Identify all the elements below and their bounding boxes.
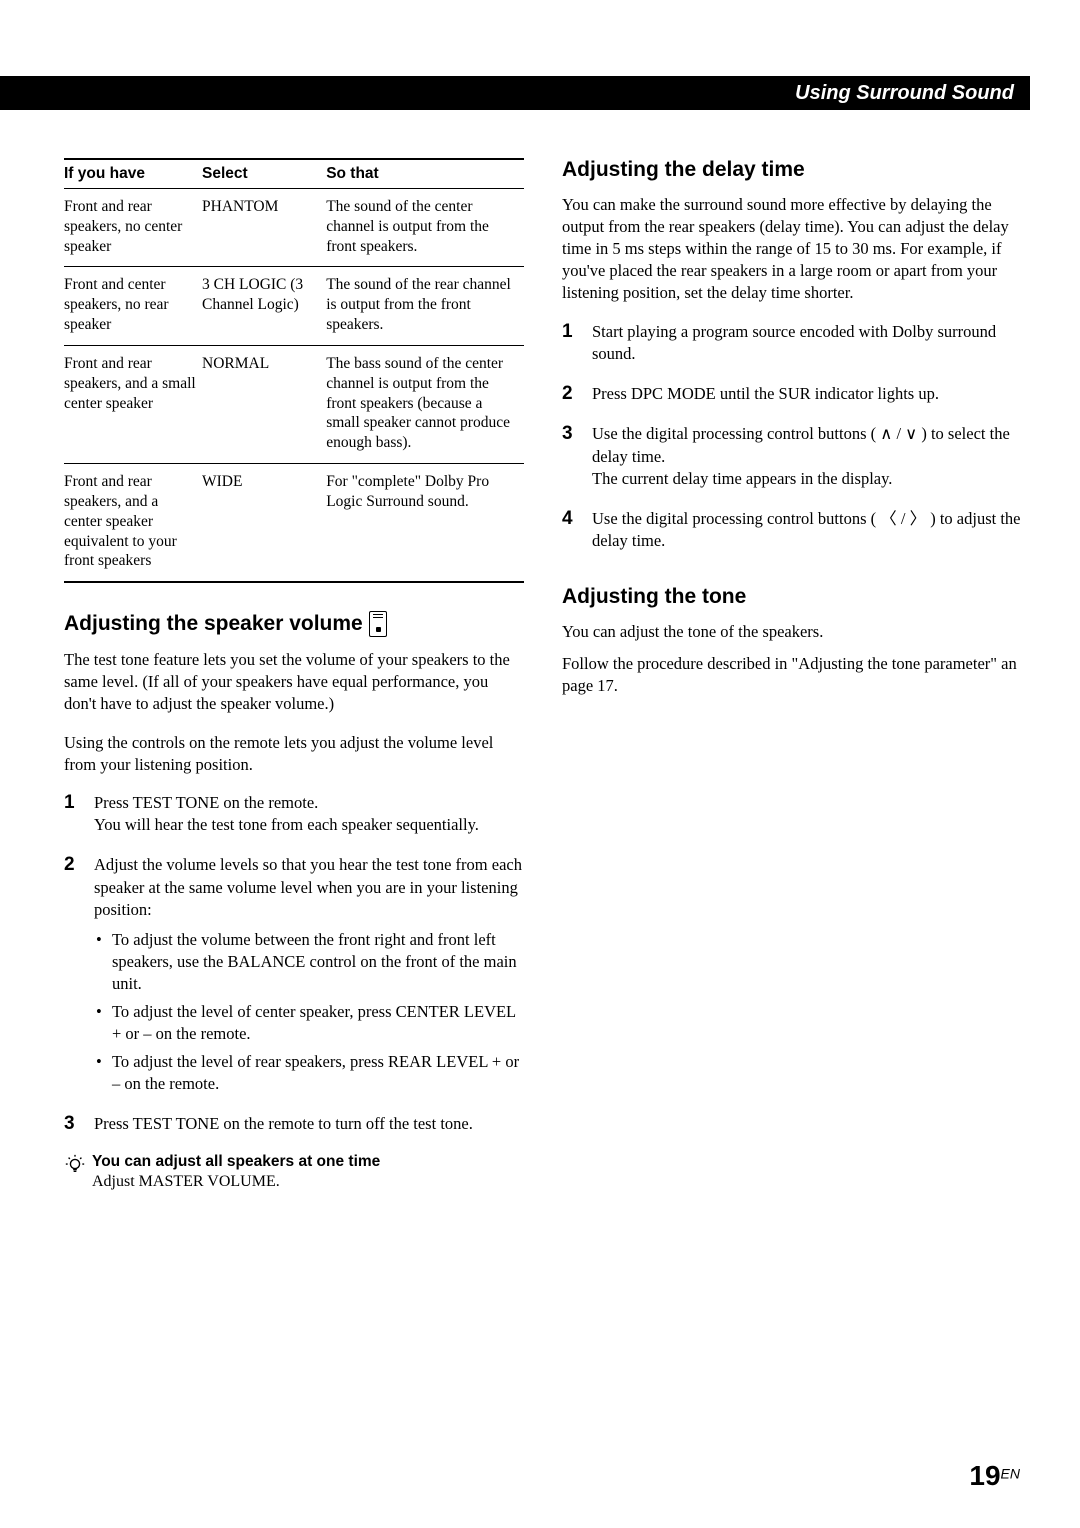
volume-steps: Press TEST TONE on the remote. You will …: [64, 792, 524, 1135]
bullet: To adjust the level of rear speakers, pr…: [94, 1051, 524, 1095]
remote-icon: [369, 611, 387, 637]
cell: The bass sound of the center channel is …: [326, 345, 524, 463]
table-row: Front and rear speakers, no center speak…: [64, 189, 524, 267]
table-header: Select: [202, 159, 326, 189]
volume-bullets: To adjust the volume between the front r…: [94, 929, 524, 1095]
volume-heading-row: Adjusting the speaker volume: [64, 611, 524, 637]
lightbulb-icon: [64, 1153, 86, 1175]
step: Press DPC MODE until the SUR indicator l…: [562, 383, 1024, 405]
cell: NORMAL: [202, 345, 326, 463]
step: Press TEST TONE on the remote. You will …: [64, 792, 524, 837]
table-header: So that: [326, 159, 524, 189]
left-column: If you have Select So that Front and rea…: [64, 158, 524, 1191]
cell: PHANTOM: [202, 189, 326, 267]
cell: WIDE: [202, 464, 326, 583]
table-row: Front and rear speakers, and a center sp…: [64, 464, 524, 583]
step-text: Press TEST TONE on the remote. You will …: [94, 793, 479, 834]
step-text: Press DPC MODE until the SUR indicator l…: [592, 384, 939, 403]
bullet: To adjust the level of center speaker, p…: [94, 1001, 524, 1045]
page-lang: EN: [1001, 1466, 1020, 1482]
cell: For "complete" Dolby Pro Logic Surround …: [326, 464, 524, 583]
step-text: Press TEST TONE on the remote to turn of…: [94, 1114, 473, 1133]
table-row: Front and center speakers, no rear speak…: [64, 267, 524, 345]
step-text: Use the digital processing control butto…: [592, 509, 1020, 550]
page-number: 19EN: [969, 1460, 1020, 1492]
volume-heading: Adjusting the speaker volume: [64, 612, 363, 636]
tone-p2: Follow the procedure described in "Adjus…: [562, 653, 1024, 697]
step: Use the digital processing control butto…: [562, 423, 1024, 490]
step: Start playing a program source encoded w…: [562, 321, 1024, 366]
cell: The sound of the rear channel is output …: [326, 267, 524, 345]
step: Adjust the volume levels so that you hea…: [64, 854, 524, 1094]
tip-block: You can adjust all speakers at one time …: [64, 1153, 524, 1191]
table-header: If you have: [64, 159, 202, 189]
step-text: Adjust the volume levels so that you hea…: [94, 855, 522, 919]
tone-p1: You can adjust the tone of the speakers.: [562, 621, 1024, 643]
cell: Front and rear speakers, and a center sp…: [64, 464, 202, 583]
volume-remote-note: Using the controls on the remote lets yo…: [64, 732, 524, 776]
chapter-title: Using Surround Sound: [795, 82, 1014, 105]
delay-intro: You can make the surround sound more eff…: [562, 194, 1024, 305]
page-content: If you have Select So that Front and rea…: [64, 158, 1024, 1191]
tip-text: You can adjust all speakers at one time …: [92, 1153, 380, 1191]
table-row: Front and rear speakers, and a small cen…: [64, 345, 524, 463]
right-column: Adjusting the delay time You can make th…: [562, 158, 1024, 1191]
step-text: Start playing a program source encoded w…: [592, 322, 996, 363]
tip-title: You can adjust all speakers at one time: [92, 1153, 380, 1170]
step: Use the digital processing control butto…: [562, 508, 1024, 553]
volume-intro: The test tone feature lets you set the v…: [64, 649, 524, 715]
step-text: Use the digital processing control butto…: [592, 424, 1010, 488]
speaker-mode-table: If you have Select So that Front and rea…: [64, 158, 524, 583]
cell: Front and rear speakers, and a small cen…: [64, 345, 202, 463]
step: Press TEST TONE on the remote to turn of…: [64, 1113, 524, 1135]
chapter-header-bar: Using Surround Sound: [0, 76, 1030, 110]
cell: Front and center speakers, no rear speak…: [64, 267, 202, 345]
delay-heading: Adjusting the delay time: [562, 158, 1024, 182]
tone-heading: Adjusting the tone: [562, 585, 1024, 609]
cell: 3 CH LOGIC (3 Channel Logic): [202, 267, 326, 345]
bullet: To adjust the volume between the front r…: [94, 929, 524, 995]
cell: Front and rear speakers, no center speak…: [64, 189, 202, 267]
delay-steps: Start playing a program source encoded w…: [562, 321, 1024, 553]
tip-body: Adjust MASTER VOLUME.: [92, 1173, 380, 1191]
cell: The sound of the center channel is outpu…: [326, 189, 524, 267]
page-num: 19: [969, 1460, 1000, 1491]
